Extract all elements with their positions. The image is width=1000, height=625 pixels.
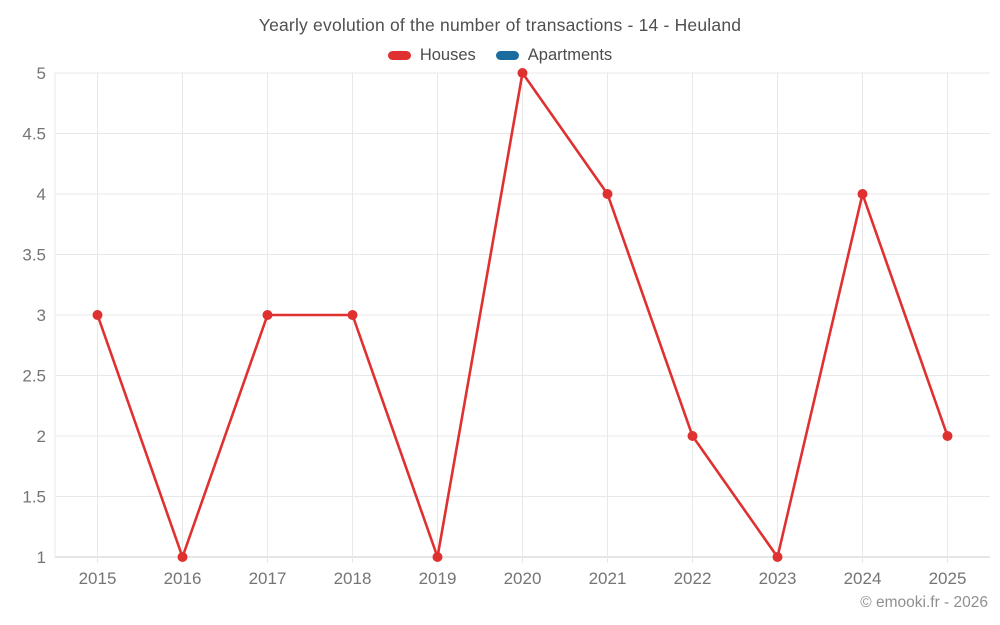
x-tick-label: 2023 — [759, 569, 797, 588]
y-tick-label: 2 — [37, 427, 46, 446]
y-tick-label: 2.5 — [22, 367, 46, 386]
data-point-houses-2025 — [942, 431, 953, 441]
data-point-houses-2023 — [772, 552, 783, 562]
x-tick-label: 2016 — [164, 569, 202, 588]
data-point-houses-2021 — [602, 189, 613, 199]
legend-label: Houses — [419, 46, 476, 64]
data-point-houses-2020 — [517, 68, 528, 78]
y-tick-label: 4.5 — [22, 125, 46, 144]
data-point-houses-2019 — [432, 552, 443, 562]
data-point-houses-2024 — [857, 189, 868, 199]
data-point-houses-2015 — [92, 310, 103, 320]
x-tick-label: 2025 — [929, 569, 967, 588]
y-tick-label: 3 — [37, 306, 46, 325]
x-tick-label: 2024 — [844, 569, 882, 588]
x-tick-label: 2018 — [334, 569, 372, 588]
data-point-houses-2017 — [262, 310, 273, 320]
data-point-houses-2016 — [177, 552, 188, 562]
x-tick-label: 2021 — [589, 569, 627, 588]
x-tick-label: 2022 — [674, 569, 712, 588]
y-tick-label: 1.5 — [22, 488, 46, 507]
chart-title: Yearly evolution of the number of transa… — [258, 15, 742, 35]
x-tick-label: 2017 — [249, 569, 287, 588]
legend-item-apartments[interactable]: Apartments — [495, 46, 613, 65]
data-point-houses-2022 — [687, 431, 698, 441]
x-tick-label: 2015 — [79, 569, 117, 588]
legend-item-houses[interactable]: Houses — [387, 46, 476, 65]
legend-swatch-icon — [495, 51, 519, 60]
watermark: © emooki.fr - 2026 — [860, 594, 988, 611]
data-point-houses-2018 — [347, 310, 358, 320]
y-tick-label: 3.5 — [22, 246, 46, 265]
y-tick-label: 5 — [37, 64, 46, 83]
x-tick-label: 2019 — [419, 569, 457, 588]
y-tick-label: 1 — [37, 548, 46, 567]
chart-legend: Houses Apartments — [0, 46, 1000, 65]
legend-swatch-icon — [387, 51, 411, 60]
y-tick-label: 4 — [37, 185, 46, 204]
x-tick-label: 2020 — [504, 569, 542, 588]
legend-label: Apartments — [527, 46, 613, 64]
